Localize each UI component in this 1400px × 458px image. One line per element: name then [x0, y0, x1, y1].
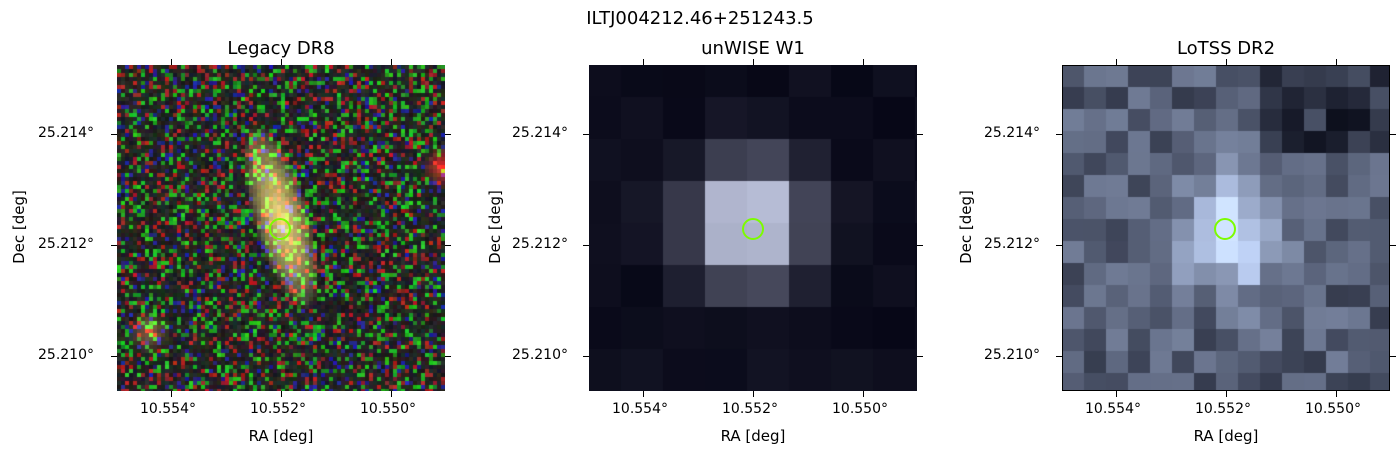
x-tick-label: 10.550°: [832, 401, 888, 417]
y-tick-label: 25.210°: [38, 347, 94, 363]
x-axis-label: RA [deg]: [248, 427, 314, 445]
source-marker-circle: [1214, 218, 1236, 240]
x-axis-label: RA [deg]: [1193, 427, 1259, 445]
y-tick-label: 25.210°: [984, 347, 1040, 363]
panel-title: LoTSS DR2: [1176, 38, 1276, 59]
source-marker-circle: [269, 218, 291, 240]
x-tick-label: 10.550°: [360, 401, 416, 417]
y-axis-label: Dec [deg]: [957, 190, 975, 264]
x-tick-label: 10.552°: [722, 401, 778, 417]
source-marker-circle: [742, 218, 764, 240]
x-tick-label: 10.554°: [612, 401, 668, 417]
x-tick-label: 10.552°: [1195, 401, 1251, 417]
y-tick-label: 25.212°: [38, 236, 94, 252]
x-tick-label: 10.550°: [1305, 401, 1361, 417]
panel-title: Legacy DR8: [227, 38, 335, 59]
x-tick-label: 10.552°: [250, 401, 306, 417]
x-axis-label: RA [deg]: [720, 427, 786, 445]
y-axis-label: Dec [deg]: [486, 190, 504, 264]
y-axis-label: Dec [deg]: [10, 190, 28, 264]
y-tick-label: 25.212°: [512, 236, 568, 252]
x-tick-label: 10.554°: [1085, 401, 1141, 417]
y-tick-label: 25.210°: [512, 347, 568, 363]
panel-title: unWISE W1: [701, 38, 805, 59]
y-tick-label: 25.214°: [984, 125, 1040, 141]
figure-title: ILTJ004212.46+251243.5: [586, 8, 814, 29]
x-tick-label: 10.554°: [140, 401, 196, 417]
y-tick-label: 25.214°: [512, 125, 568, 141]
y-tick-label: 25.212°: [984, 236, 1040, 252]
y-tick-label: 25.214°: [38, 125, 94, 141]
